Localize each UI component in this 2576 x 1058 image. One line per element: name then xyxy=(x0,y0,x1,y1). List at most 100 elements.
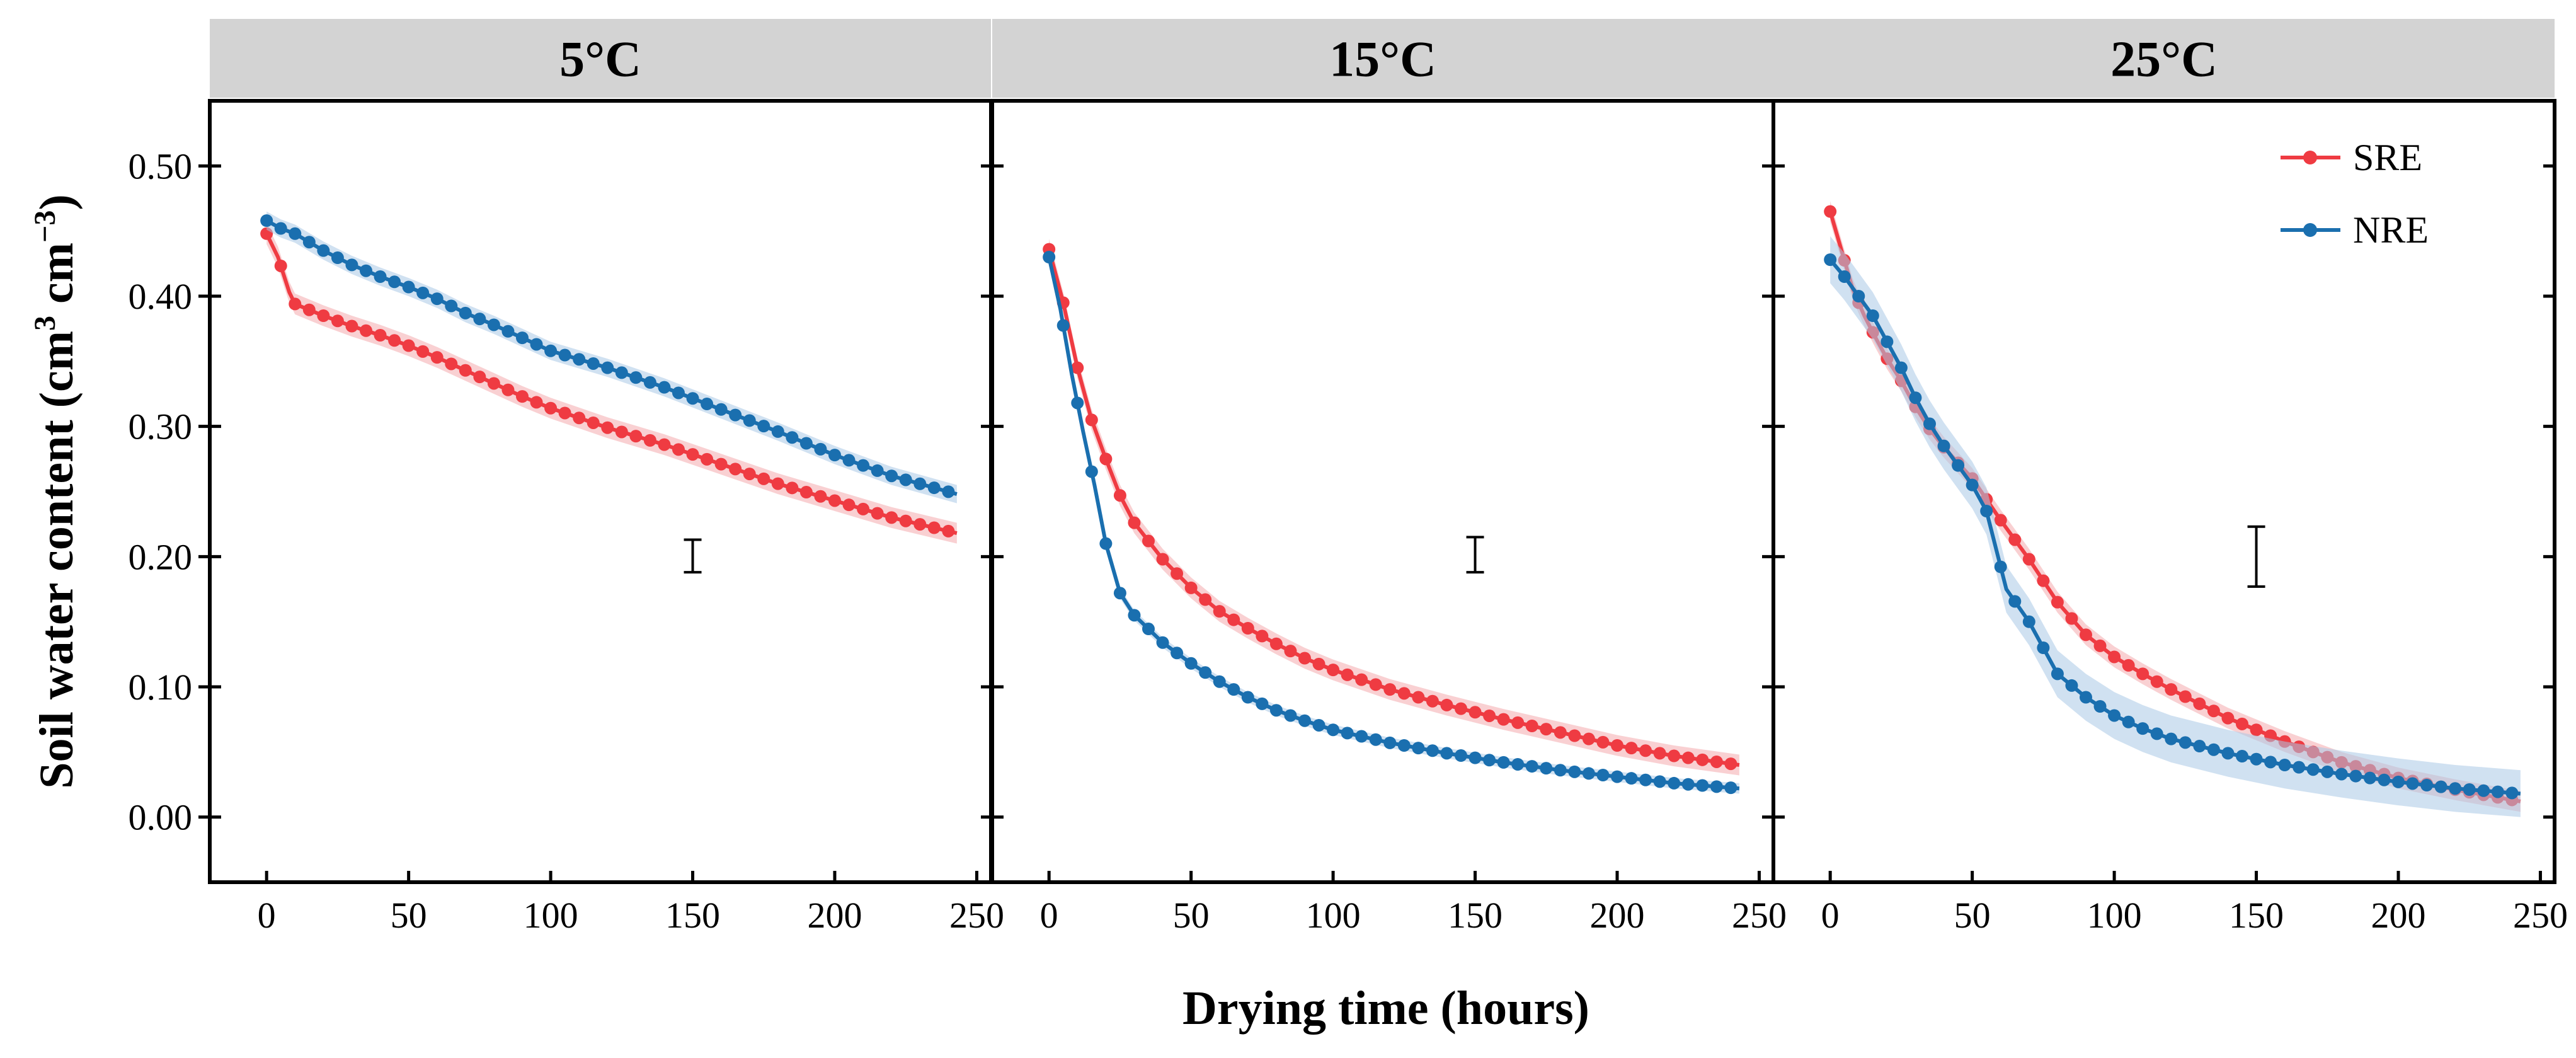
point-nre xyxy=(1483,754,1496,767)
point-nre xyxy=(1142,623,1155,636)
point-nre xyxy=(2278,759,2291,771)
point-nre xyxy=(899,473,912,486)
x-tick-label: 200 xyxy=(2371,895,2426,936)
point-sre xyxy=(1625,742,1638,755)
point-nre xyxy=(1909,391,1922,405)
point-nre xyxy=(1525,760,1538,773)
point-sre xyxy=(1639,744,1652,757)
point-sre xyxy=(885,511,898,524)
x-tick-label: 100 xyxy=(1306,895,1361,936)
point-nre xyxy=(1653,775,1666,788)
point-sre xyxy=(1824,205,1837,218)
point-nre xyxy=(1952,459,1965,472)
x-tick-label: 150 xyxy=(665,895,720,936)
point-nre xyxy=(516,331,529,345)
point-nre xyxy=(2349,769,2362,783)
point-sre xyxy=(317,309,330,322)
point-nre xyxy=(1056,319,1070,332)
y-axis-title: Soil water content (cm3 cm−3) xyxy=(28,194,83,788)
point-sre xyxy=(1497,713,1510,726)
point-nre xyxy=(643,376,656,389)
legend-label: SRE xyxy=(2353,137,2422,178)
point-sre xyxy=(289,297,302,311)
point-sre xyxy=(1582,732,1595,745)
point-sre xyxy=(1241,622,1254,635)
point-nre xyxy=(1199,666,1212,679)
legend-label: NRE xyxy=(2353,209,2429,251)
point-nre xyxy=(501,325,515,338)
legend-swatch-marker xyxy=(2303,151,2317,164)
point-sre xyxy=(2108,650,2121,664)
point-nre xyxy=(530,338,543,351)
point-nre xyxy=(1540,762,1553,775)
point-nre xyxy=(1128,609,1141,622)
point-sre xyxy=(1455,702,1467,715)
point-nre xyxy=(1980,505,1993,517)
point-sre xyxy=(1511,716,1525,729)
point-sre xyxy=(714,457,728,471)
point-sre xyxy=(828,494,841,507)
point-nre xyxy=(1497,756,1510,769)
point-nre xyxy=(1369,733,1382,746)
plot-area xyxy=(1824,201,2521,817)
point-sre xyxy=(558,406,571,420)
panel-title: 5°C xyxy=(559,32,641,88)
point-nre xyxy=(757,420,770,433)
point-nre xyxy=(1625,772,1638,785)
point-sre xyxy=(1383,683,1397,696)
panel-title: 25°C xyxy=(2110,32,2218,88)
plot-area xyxy=(1043,239,1740,795)
x-tick-label: 50 xyxy=(1954,895,1991,936)
point-nre xyxy=(1085,465,1098,478)
point-nre xyxy=(2221,747,2235,760)
point-nre xyxy=(1327,723,1340,737)
point-nre xyxy=(2065,679,2078,692)
point-sre xyxy=(1327,664,1340,677)
y-tick-label: 0.40 xyxy=(129,276,193,317)
point-nre xyxy=(2108,709,2121,722)
point-nre xyxy=(658,381,671,394)
panel-frame xyxy=(1772,99,2556,884)
point-nre xyxy=(558,348,571,362)
point-sre xyxy=(615,425,628,439)
y-axis-title-sup1: 3 xyxy=(28,316,62,331)
panel-strip xyxy=(210,19,991,98)
point-sre xyxy=(1653,747,1666,760)
point-sre xyxy=(1681,751,1695,764)
point-sre xyxy=(1171,567,1184,580)
point-nre xyxy=(1171,647,1184,660)
point-nre xyxy=(2293,761,2306,774)
point-sre xyxy=(1099,452,1113,466)
error-bar xyxy=(1466,536,1484,574)
point-nre xyxy=(1582,767,1595,780)
point-nre xyxy=(1213,675,1226,688)
point-sre xyxy=(1568,729,1581,742)
point-nre xyxy=(1412,742,1425,755)
y-tick-label: 0.00 xyxy=(129,797,193,838)
point-sre xyxy=(2150,675,2163,688)
point-nre xyxy=(2406,777,2419,790)
point-nre xyxy=(2306,763,2320,776)
point-nre xyxy=(317,244,330,257)
plot-area xyxy=(260,211,958,544)
point-nre xyxy=(1397,739,1411,752)
point-nre xyxy=(1824,253,1837,267)
point-sre xyxy=(1355,673,1368,686)
point-nre xyxy=(1681,778,1695,791)
point-sre xyxy=(1341,668,1354,681)
x-tick-label: 250 xyxy=(2513,895,2568,936)
point-sre xyxy=(799,486,813,499)
point-sre xyxy=(1468,706,1482,719)
point-nre xyxy=(445,299,458,313)
error-bar xyxy=(684,538,702,574)
point-sre xyxy=(1724,757,1737,771)
point-nre xyxy=(416,286,430,299)
point-sre xyxy=(274,259,287,272)
y-tick-label: 0.10 xyxy=(129,667,193,708)
x-tick-label: 200 xyxy=(1590,895,1645,936)
y-tick-label: 0.20 xyxy=(129,536,193,577)
point-sre xyxy=(1085,413,1098,427)
x-tick-label: 250 xyxy=(949,895,1004,936)
point-sre xyxy=(1440,698,1453,711)
point-sre xyxy=(1113,489,1126,502)
